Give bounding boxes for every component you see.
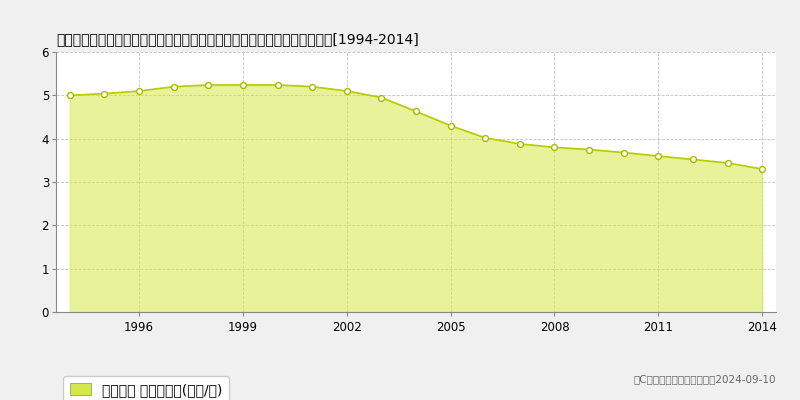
Point — [548, 144, 561, 150]
Point — [306, 84, 318, 90]
Point — [686, 156, 699, 163]
Point — [133, 88, 146, 94]
Point — [167, 84, 180, 90]
Point — [340, 88, 353, 94]
Point — [756, 166, 769, 172]
Point — [479, 135, 492, 141]
Point — [618, 149, 630, 156]
Point — [63, 92, 76, 98]
Point — [721, 160, 734, 166]
Text: 宮城県尺田郡蔵王町遠尺田温泉字小妻坂７５番２５　地価公示　地価推移[1994-2014]: 宮城県尺田郡蔵王町遠尺田温泉字小妻坂７５番２５ 地価公示 地価推移[1994-2… — [56, 33, 418, 47]
Point — [98, 90, 111, 97]
Point — [514, 141, 526, 147]
Text: （C）土地価格ドットコム　2024-09-10: （C）土地価格ドットコム 2024-09-10 — [634, 374, 776, 384]
Point — [652, 153, 665, 159]
Legend: 地価公示 平均坊単価(万円/坊): 地価公示 平均坊単価(万円/坊) — [63, 376, 229, 400]
Point — [202, 82, 214, 88]
Point — [410, 108, 422, 114]
Point — [237, 82, 250, 88]
Point — [582, 146, 595, 153]
Point — [375, 94, 388, 101]
Point — [444, 122, 457, 129]
Point — [271, 82, 284, 88]
